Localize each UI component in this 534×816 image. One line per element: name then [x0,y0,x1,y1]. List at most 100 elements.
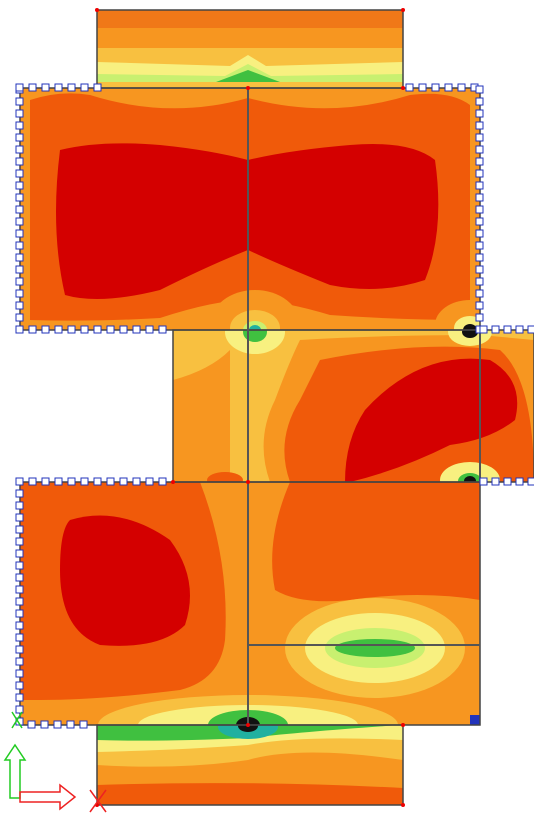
support [15,705,24,714]
support [80,325,89,334]
support [475,253,484,262]
support [15,573,24,582]
support [475,193,484,202]
nodes [95,8,405,807]
support [93,325,102,334]
support [475,97,484,106]
contour-shape [463,324,477,330]
support [15,265,24,274]
support [28,325,37,334]
contour-shape [173,350,230,482]
support [41,325,50,334]
support [475,301,484,310]
support [67,83,76,92]
support [79,720,88,729]
support [66,720,75,729]
support [132,325,141,334]
support [15,669,24,678]
support [475,289,484,298]
contour-shape [462,330,478,338]
support [67,325,76,334]
support [53,720,62,729]
support [15,83,24,92]
support [15,289,24,298]
contour-shape [246,86,250,90]
support [93,83,102,92]
support [15,477,24,486]
support [15,193,24,202]
support [145,325,154,334]
support [15,253,24,262]
contour-shape [401,86,405,90]
support [503,325,512,334]
contour-shape [171,480,175,484]
middle-plate [173,330,534,482]
support [15,325,24,334]
support [15,181,24,190]
support [15,489,24,498]
support [54,325,63,334]
contour-shape [470,715,480,725]
support [158,477,167,486]
support [15,313,24,322]
support [515,477,524,486]
support [15,681,24,690]
support [15,561,24,570]
support [15,537,24,546]
support [457,83,466,92]
support [80,477,89,486]
support [475,181,484,190]
support [491,477,500,486]
contour-shape [246,480,250,484]
support [479,325,488,334]
support [15,645,24,654]
contour-shape [19,783,77,811]
contour-shape [97,82,403,88]
support [15,217,24,226]
contour-shape [401,723,405,727]
support [15,301,24,310]
support [119,325,128,334]
support [106,325,115,334]
support [15,501,24,510]
support [15,157,24,166]
support [15,121,24,130]
support [475,85,484,94]
support [145,477,154,486]
support [418,83,427,92]
support [475,265,484,274]
support [15,513,24,522]
support [41,477,50,486]
support [15,693,24,702]
support [106,477,115,486]
support [475,145,484,154]
support [54,477,63,486]
support [475,121,484,130]
support [15,549,24,558]
contour-shape [3,743,27,799]
support [431,83,440,92]
support [28,477,37,486]
support [475,205,484,214]
support [475,217,484,226]
contour-shape [464,476,476,482]
support [15,277,24,286]
support [15,525,24,534]
support [444,83,453,92]
support [54,83,63,92]
support [15,621,24,630]
support [15,97,24,106]
contour-shape [207,472,243,482]
support [41,83,50,92]
support [40,720,49,729]
support [475,313,484,322]
support [15,585,24,594]
support [527,477,534,486]
support [15,205,24,214]
support [475,229,484,238]
contour-shape [238,725,258,732]
support [15,597,24,606]
contour-shape [440,462,500,482]
